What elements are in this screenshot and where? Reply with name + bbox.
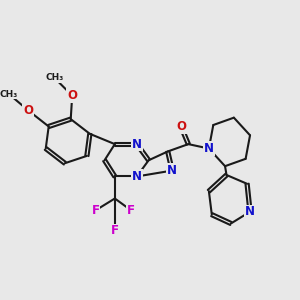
Text: CH₃: CH₃ [45, 74, 64, 82]
Text: F: F [92, 204, 100, 217]
Text: N: N [245, 205, 255, 218]
Text: O: O [67, 89, 77, 102]
Text: N: N [204, 142, 214, 155]
Text: N: N [132, 138, 142, 151]
Text: N: N [167, 164, 177, 177]
Text: F: F [111, 224, 119, 237]
Text: F: F [127, 204, 135, 217]
Text: N: N [132, 170, 142, 183]
Text: O: O [23, 104, 33, 117]
Text: O: O [176, 120, 186, 133]
Text: CH₃: CH₃ [0, 90, 18, 99]
